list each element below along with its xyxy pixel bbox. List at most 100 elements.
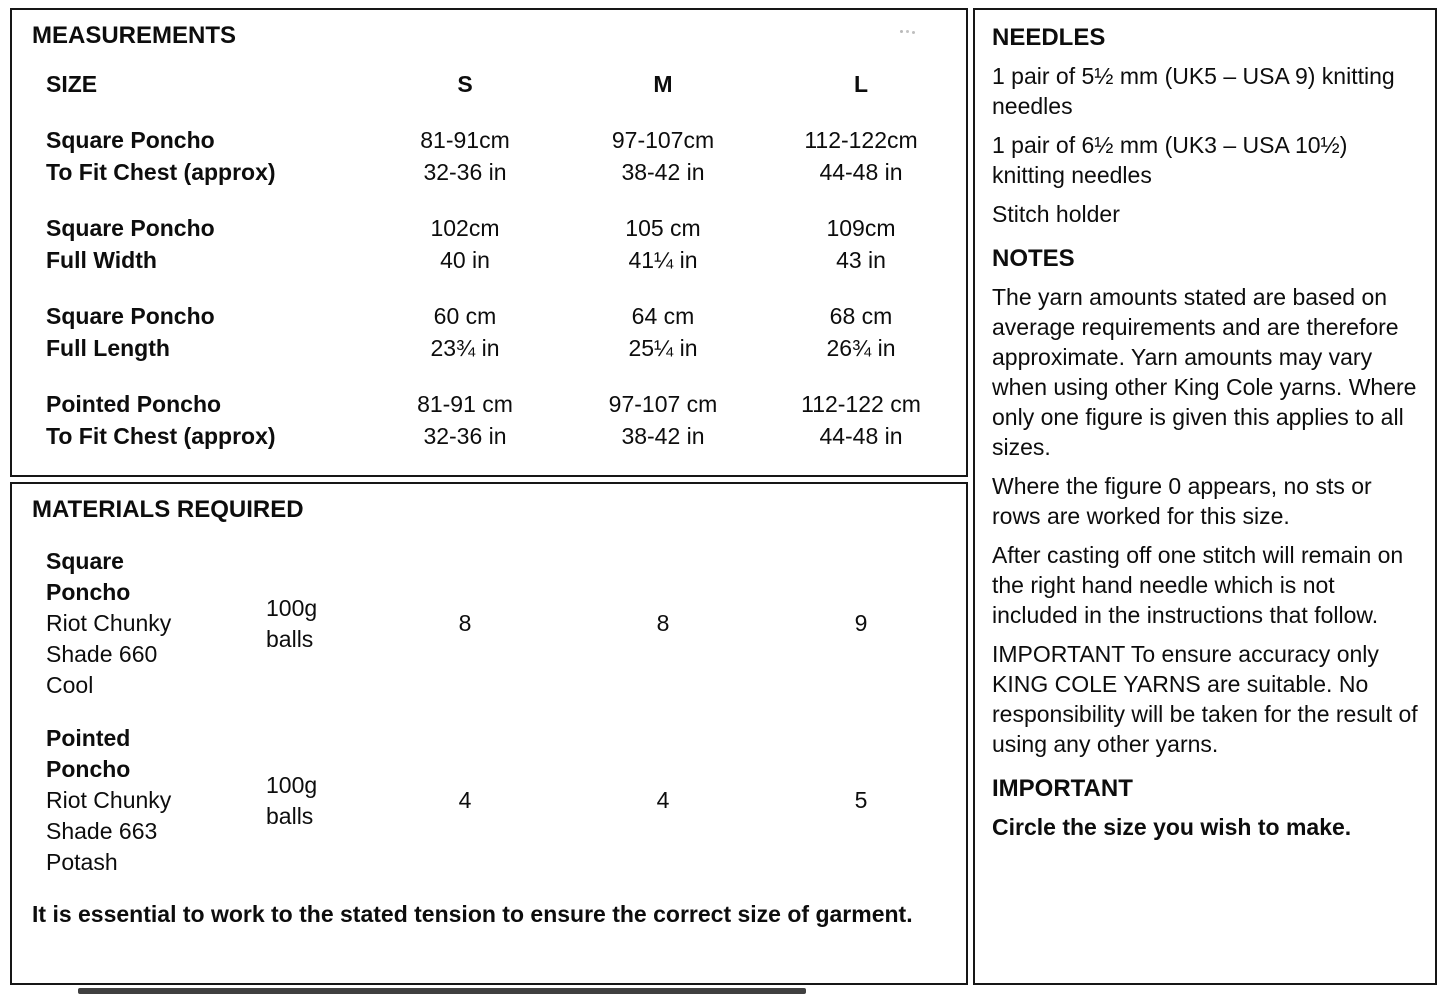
value-in: 32-36 in bbox=[423, 159, 507, 185]
material-name-line: Pointed bbox=[46, 725, 131, 751]
value-cm: 112-122cm bbox=[804, 127, 918, 153]
scan-artifact-dots bbox=[900, 30, 903, 33]
tension-note: It is essential to work to the stated te… bbox=[32, 901, 913, 927]
value-in: 26¾ in bbox=[826, 335, 896, 361]
value-in: 43 in bbox=[836, 247, 886, 273]
material-qty-s: 8 bbox=[458, 610, 472, 636]
col-header-l: L bbox=[853, 71, 869, 97]
material-row-pointed-poncho: Pointed Poncho Riot Chunky Shade 663 Pot… bbox=[12, 723, 966, 878]
measurement-row-pointed-chest: Pointed Poncho To Fit Chest (approx) 81-… bbox=[12, 388, 966, 452]
scan-artifact-smudge bbox=[78, 988, 806, 994]
materials-title: MATERIALS REQUIRED bbox=[32, 496, 304, 523]
material-unit-line: 100g bbox=[266, 771, 318, 798]
value-cm: 81-91cm bbox=[420, 127, 510, 153]
material-desc-line: Shade 660 bbox=[46, 641, 158, 667]
row-label-line: To Fit Chest (approx) bbox=[46, 159, 276, 185]
material-name: Pointed Poncho Riot Chunky Shade 663 Pot… bbox=[46, 723, 266, 878]
value-in: 38-42 in bbox=[621, 159, 705, 185]
material-desc-line: Riot Chunky bbox=[46, 787, 172, 813]
value-cm: 102cm bbox=[430, 215, 500, 241]
needle-item: Stitch holder bbox=[992, 201, 1120, 227]
measurement-row-square-chest: Square Poncho To Fit Chest (approx) 81-9… bbox=[12, 124, 966, 188]
measurement-row-square-width: Square Poncho Full Width 102cm 40 in 105… bbox=[12, 212, 966, 276]
row-label: Square Poncho Full Width bbox=[46, 212, 366, 276]
value-cm: 68 cm bbox=[829, 303, 893, 329]
material-unit: 100g balls bbox=[266, 770, 366, 832]
measurement-row-square-length: Square Poncho Full Length 60 cm 23¾ in 6… bbox=[12, 300, 966, 364]
row-label: Square Poncho Full Length bbox=[46, 300, 366, 364]
material-row-square-poncho: Square Poncho Riot Chunky Shade 660 Cool… bbox=[12, 546, 966, 701]
measurements-header-row: SIZE S M L bbox=[12, 68, 966, 100]
note-paragraph: The yarn amounts stated are based on ave… bbox=[992, 284, 1417, 460]
value-l: 112-122cm 44-48 in bbox=[762, 124, 960, 188]
col-header-m: M bbox=[653, 71, 673, 97]
material-qty-l: 5 bbox=[854, 787, 868, 813]
needle-item: 1 pair of 5½ mm (UK5 – USA 9) knitting n… bbox=[992, 63, 1395, 119]
value-l: 68 cm 26¾ in bbox=[762, 300, 960, 364]
note-paragraph: Where the figure 0 appears, no sts or ro… bbox=[992, 473, 1372, 529]
value-s: 81-91 cm 32-36 in bbox=[366, 388, 564, 452]
value-cm: 97-107cm bbox=[611, 127, 715, 153]
important-text: Circle the size you wish to make. bbox=[992, 814, 1352, 840]
value-m: 97-107 cm 38-42 in bbox=[564, 388, 762, 452]
row-label-line: Pointed Poncho bbox=[46, 391, 222, 417]
measurements-title: MEASUREMENTS bbox=[32, 22, 237, 49]
material-unit-line: 100g bbox=[266, 594, 318, 621]
value-cm: 64 cm bbox=[631, 303, 695, 329]
materials-section: MATERIALS REQUIRED Square Poncho Riot Ch… bbox=[10, 482, 968, 985]
row-label-line: Full Width bbox=[46, 247, 157, 273]
row-label-line: Full Length bbox=[46, 335, 170, 361]
value-m: 97-107cm 38-42 in bbox=[564, 124, 762, 188]
material-qty-s: 4 bbox=[458, 787, 472, 813]
value-cm: 97-107 cm bbox=[608, 391, 718, 417]
value-in: 23¾ in bbox=[430, 335, 500, 361]
col-header-s: S bbox=[457, 71, 473, 97]
value-m: 64 cm 25¼ in bbox=[564, 300, 762, 364]
material-name-line: Square bbox=[46, 548, 124, 574]
row-label-line: To Fit Chest (approx) bbox=[46, 423, 276, 449]
value-in: 25¼ in bbox=[628, 335, 698, 361]
value-l: 112-122 cm 44-48 in bbox=[762, 388, 960, 452]
material-desc-line: Potash bbox=[46, 849, 118, 875]
note-paragraph: IMPORTANT To ensure accuracy only KING C… bbox=[992, 641, 1418, 757]
value-m: 105 cm 41¼ in bbox=[564, 212, 762, 276]
material-unit-line: balls bbox=[266, 625, 314, 652]
needles-notes-section: NEEDLES 1 pair of 5½ mm (UK5 – USA 9) kn… bbox=[973, 8, 1437, 985]
value-cm: 105 cm bbox=[625, 215, 701, 241]
value-cm: 112-122 cm bbox=[801, 391, 921, 417]
measurements-table: SIZE S M L Square Poncho To Fit Chest (a… bbox=[12, 68, 966, 452]
material-desc-line: Cool bbox=[46, 672, 94, 698]
measurements-section: MEASUREMENTS SIZE S M L Square Poncho To… bbox=[10, 8, 968, 477]
size-header: SIZE bbox=[46, 71, 98, 97]
value-l: 109cm 43 in bbox=[762, 212, 960, 276]
row-label-line: Square Poncho bbox=[46, 303, 215, 329]
material-name-line: Poncho bbox=[46, 579, 131, 605]
material-desc-line: Riot Chunky bbox=[46, 610, 172, 636]
material-qty-m: 8 bbox=[656, 610, 670, 636]
important-title: IMPORTANT bbox=[992, 775, 1133, 802]
row-label: Pointed Poncho To Fit Chest (approx) bbox=[46, 388, 366, 452]
needles-title: NEEDLES bbox=[992, 24, 1106, 51]
value-cm: 109cm bbox=[826, 215, 896, 241]
needle-item: 1 pair of 6½ mm (UK3 – USA 10½) knitting… bbox=[992, 132, 1348, 188]
value-in: 44-48 in bbox=[819, 159, 903, 185]
value-s: 102cm 40 in bbox=[366, 212, 564, 276]
material-qty-l: 9 bbox=[854, 610, 868, 636]
row-label: Square Poncho To Fit Chest (approx) bbox=[46, 124, 366, 188]
value-in: 40 in bbox=[440, 247, 490, 273]
note-paragraph: After casting off one stitch will remain… bbox=[992, 542, 1404, 628]
row-label-line: Square Poncho bbox=[46, 215, 215, 241]
material-qty-m: 4 bbox=[656, 787, 670, 813]
row-label-line: Square Poncho bbox=[46, 127, 215, 153]
material-unit-line: balls bbox=[266, 802, 314, 829]
value-s: 81-91cm 32-36 in bbox=[366, 124, 564, 188]
value-in: 32-36 in bbox=[423, 423, 507, 449]
notes-title: NOTES bbox=[992, 245, 1075, 272]
value-cm: 60 cm bbox=[433, 303, 497, 329]
value-in: 41¼ in bbox=[628, 247, 698, 273]
value-in: 38-42 in bbox=[621, 423, 705, 449]
material-name-line: Poncho bbox=[46, 756, 131, 782]
value-s: 60 cm 23¾ in bbox=[366, 300, 564, 364]
value-in: 44-48 in bbox=[819, 423, 903, 449]
material-desc-line: Shade 663 bbox=[46, 818, 158, 844]
